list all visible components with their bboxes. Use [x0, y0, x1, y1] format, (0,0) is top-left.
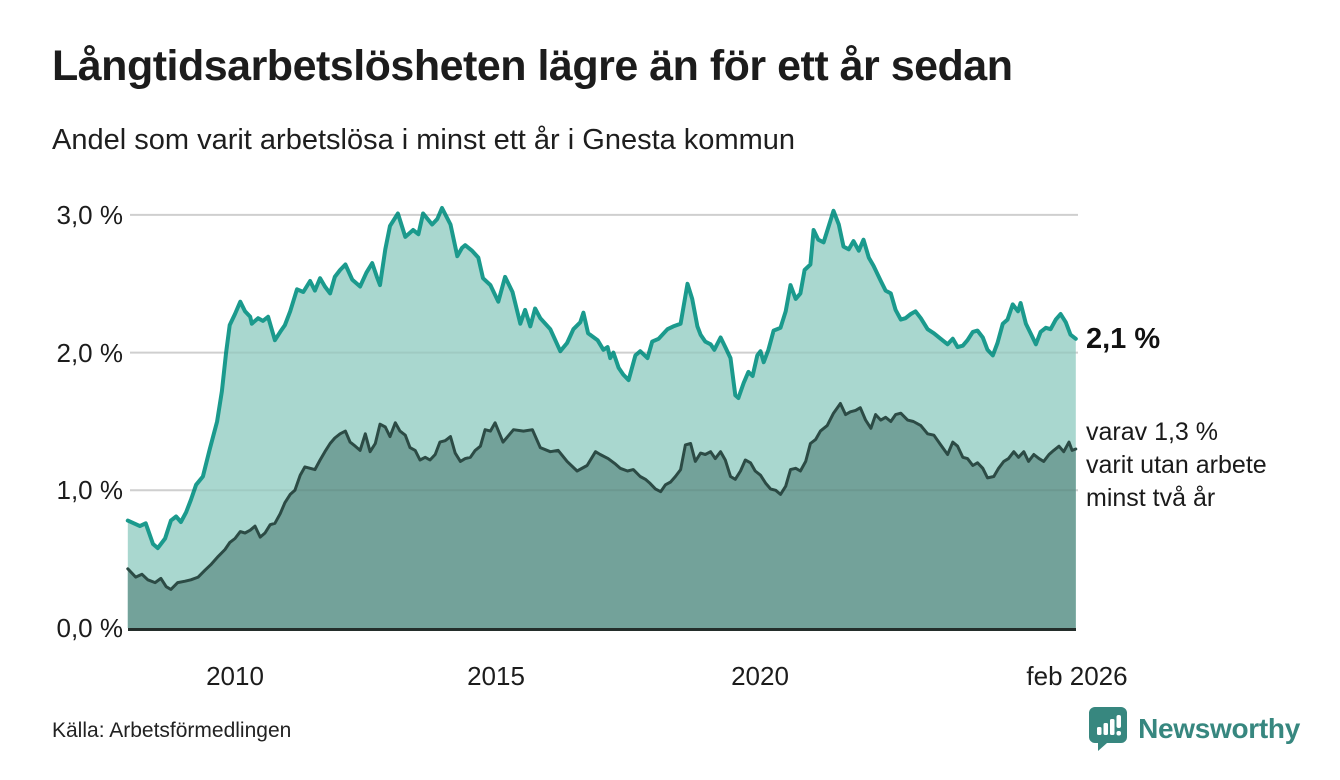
page-title: Långtidsarbetslösheten lägre än för ett … — [52, 42, 1013, 90]
source-caption: Källa: Arbetsförmedlingen — [52, 719, 292, 742]
x-axis-tick-label: 2010 — [206, 661, 264, 691]
two-year-share-annotation: varav 1,3 % varit utan arbete minst två … — [1086, 416, 1267, 515]
y-axis-tick-label: 3,0 % — [56, 200, 124, 230]
newsworthy-wordmark: Newsworthy — [1138, 712, 1300, 744]
y-axis-tick-label: 1,0 % — [56, 475, 124, 505]
y-axis-tick-label: 2,0 % — [56, 338, 124, 368]
x-axis-tick-label: 2015 — [467, 661, 525, 691]
newsworthy-branding: Newsworthy — [1088, 706, 1300, 751]
latest-total-value-label: 2,1 % — [1086, 323, 1161, 355]
x-axis-tick-label: 2020 — [731, 661, 789, 691]
annotation-line: varav 1,3 % — [1086, 418, 1219, 446]
page-subtitle: Andel som varit arbetslösa i minst ett å… — [52, 124, 796, 156]
newsworthy-logo-icon — [1088, 706, 1128, 751]
annotation-line: minst två år — [1086, 484, 1216, 512]
x-axis-tick-label: feb 2026 — [1026, 661, 1128, 691]
annotation-line: varit utan arbete — [1086, 451, 1267, 479]
y-axis-tick-label: 0,0 % — [56, 613, 124, 643]
